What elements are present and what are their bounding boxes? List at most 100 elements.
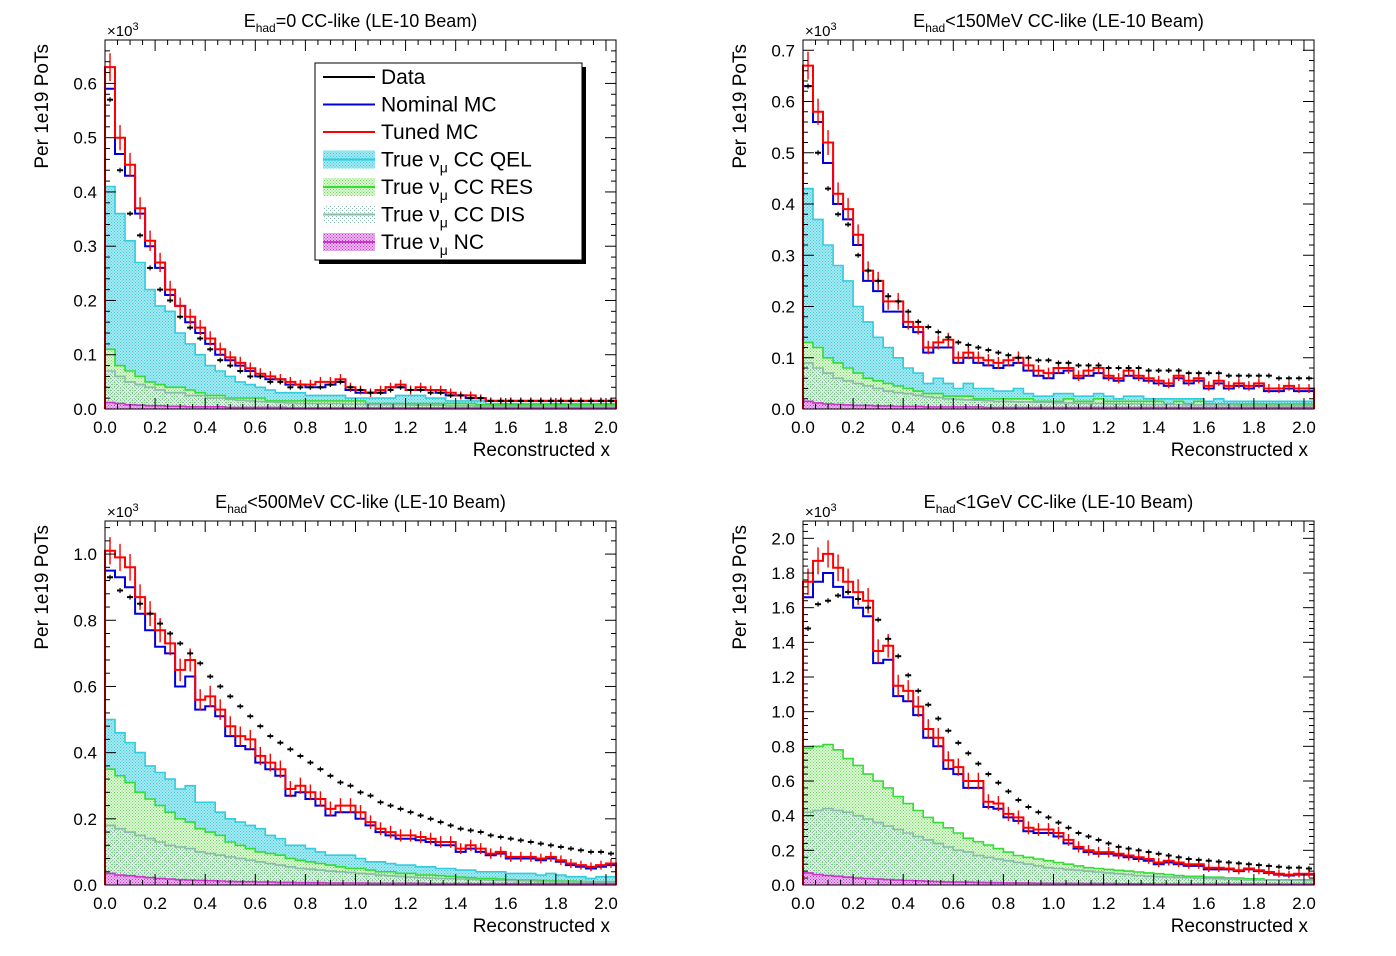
x-tick-label: 0.0 (93, 894, 117, 913)
legend-label: True νμ NC (381, 231, 484, 258)
x-tick-label: 2.0 (1292, 418, 1316, 437)
y-exponent-label: ×103 (107, 502, 139, 521)
legend-entry-nc: True νμ NC (323, 231, 484, 258)
y-tick-label: 1.4 (771, 633, 795, 652)
x-axis-label: Reconstructed x (473, 440, 611, 461)
dis-histogram-fill (803, 808, 1314, 885)
x-tick-label: 0.4 (193, 418, 217, 437)
y-tick-label: 2.0 (771, 529, 795, 548)
tuned-mc-line (802, 64, 1315, 409)
x-tick-label: 1.2 (1092, 894, 1116, 913)
tuned-mc-line (104, 549, 617, 885)
y-tick-label: 0.4 (771, 195, 795, 214)
y-tick-label: 0.6 (771, 93, 795, 112)
y-tick-label: 0.2 (771, 841, 795, 860)
x-tick-label: 0.4 (891, 418, 915, 437)
legend-label: Nominal MC (381, 94, 497, 117)
legend-entry-qel: True νμ CC QEL (323, 149, 532, 176)
legend-box (314, 62, 583, 261)
y-tick-label: 0.0 (771, 400, 795, 419)
res-histogram-line (104, 348, 617, 409)
y-tick-label: 0.8 (771, 737, 795, 756)
res-histogram-line (104, 768, 617, 885)
y-tick-label: 0.7 (771, 41, 795, 60)
legend-label: True νμ CC QEL (381, 149, 532, 176)
x-tick-label: 0.4 (193, 894, 217, 913)
y-tick-label: 0.8 (73, 611, 97, 630)
x-tick-label: 1.4 (1142, 894, 1166, 913)
tuned-mc-line (802, 552, 1315, 885)
y-tick-label: 0.6 (73, 74, 97, 93)
y-tick-label: 0.6 (771, 772, 795, 791)
legend-label: Tuned MC (381, 121, 478, 144)
panel-title: Ehad<1GeV CC-like (LE-10 Beam) (924, 492, 1194, 516)
x-tick-label: 1.4 (444, 894, 468, 913)
x-tick-label: 1.0 (1042, 418, 1066, 437)
y-tick-label: 0.0 (73, 876, 97, 895)
x-tick-label: 1.6 (1192, 418, 1216, 437)
y-exponent-label: ×103 (805, 21, 837, 40)
plot-frame (104, 520, 617, 886)
legend-label: True νμ CC DIS (381, 204, 525, 231)
x-tick-label: 0.2 (841, 894, 865, 913)
x-tick-label: 0.8 (992, 894, 1016, 913)
y-exponent-label: ×103 (805, 502, 837, 521)
plot-frame (802, 520, 1315, 886)
y-tick-label: 1.8 (771, 564, 795, 583)
legend-entry-tuned: Tuned MC (323, 121, 478, 144)
y-tick-label: 0.3 (771, 246, 795, 265)
x-tick-label: 1.0 (1042, 894, 1066, 913)
y-tick-label: 0.4 (73, 744, 97, 763)
x-tick-label: 1.2 (394, 894, 418, 913)
histogram-panel-2: 0.0 0.2 0.4 0.6 0.8 1.0 1.2 1.4 1.6 1.8 2.0 0.0 0.1 0… (730, 11, 1316, 461)
y-tick-label: 1.6 (771, 599, 795, 618)
x-tick-label: 1.6 (494, 894, 518, 913)
nc-histogram-line (104, 401, 617, 409)
x-tick-label: 2.0 (1292, 894, 1316, 913)
legend-label: True νμ CC RES (381, 176, 533, 203)
x-tick-label: 1.8 (544, 418, 568, 437)
x-tick-label: 0.2 (143, 418, 167, 437)
x-tick-label: 0.6 (243, 894, 267, 913)
y-tick-label: 0.1 (73, 346, 97, 365)
x-tick-label: 0.4 (891, 894, 915, 913)
panel-title: Ehad<500MeV CC-like (LE-10 Beam) (215, 492, 506, 516)
x-tick-label: 1.0 (344, 418, 368, 437)
legend-entry-data: Data (323, 66, 426, 89)
x-tick-label: 1.0 (344, 894, 368, 913)
x-tick-label: 0.0 (791, 894, 815, 913)
x-tick-label: 0.0 (791, 418, 815, 437)
x-tick-label: 1.8 (544, 894, 568, 913)
legend-entry-dis: True νμ CC DIS (323, 204, 525, 231)
y-tick-label: 0.2 (73, 810, 97, 829)
panel-title: Ehad<150MeV CC-like (LE-10 Beam) (913, 11, 1204, 35)
y-tick-label: 1.0 (771, 703, 795, 722)
dis-histogram-fill (105, 825, 616, 885)
histogram-panel-3: 0.0 0.2 0.4 0.6 0.8 1.0 1.2 1.4 1.6 1.8 2.0 0.0 0.2 0… (32, 492, 618, 937)
x-tick-label: 0.8 (294, 894, 318, 913)
x-tick-label: 1.2 (394, 418, 418, 437)
x-tick-label: 0.2 (841, 418, 865, 437)
x-tick-label: 0.0 (93, 418, 117, 437)
y-axis-label: Per 1e19 PoTs (32, 44, 53, 169)
x-tick-label: 0.6 (941, 418, 965, 437)
y-axis-label: Per 1e19 PoTs (730, 525, 751, 650)
x-tick-label: 0.8 (992, 418, 1016, 437)
qel-histogram-line (104, 185, 617, 409)
x-tick-label: 1.8 (1242, 894, 1266, 913)
y-tick-label: 0.5 (73, 129, 97, 148)
x-tick-label: 1.6 (494, 418, 518, 437)
res-histogram-fill (105, 769, 616, 885)
y-tick-label: 0.3 (73, 237, 97, 256)
y-tick-label: 0.5 (771, 144, 795, 163)
y-tick-label: 0.1 (771, 349, 795, 368)
x-axis-label: Reconstructed x (1171, 440, 1309, 461)
x-tick-label: 0.6 (941, 894, 965, 913)
x-tick-label: 1.4 (444, 418, 468, 437)
y-exponent-label: ×103 (107, 21, 139, 40)
qel-histogram-line (104, 718, 617, 885)
panel-title: Ehad=0 CC-like (LE-10 Beam) (244, 11, 478, 35)
